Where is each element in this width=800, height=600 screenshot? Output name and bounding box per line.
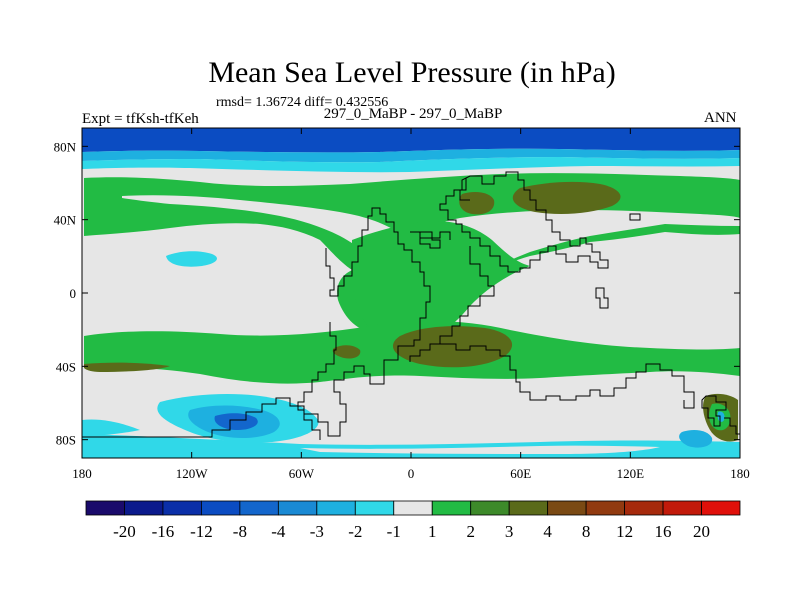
colorbar-label: 2 [466, 522, 475, 541]
field-negative-1-north [82, 157, 740, 173]
colorbar-swatch [277, 500, 318, 516]
colorbar-label: -16 [152, 522, 175, 541]
experiment-label: Expt = tfKsh-tfKeh [82, 111, 199, 127]
map-panel [81, 127, 741, 459]
colorbar-label: 12 [616, 522, 633, 541]
coastline-north-europe [410, 231, 451, 240]
field-positive-2-europe [459, 192, 495, 215]
colorbar-label: 20 [693, 522, 710, 541]
lon-tick-label: 180 [730, 466, 750, 481]
colorbar-label: -1 [387, 522, 401, 541]
colorbar-label: -8 [233, 522, 247, 541]
field-negative-1-west-antarctica [82, 419, 140, 436]
field-positive-2-south-america [332, 345, 361, 359]
field-positive-1-central [352, 220, 530, 343]
colorbar-label: 4 [543, 522, 552, 541]
colorbar-swatch [124, 500, 164, 516]
colorbar-swatch [470, 500, 510, 516]
colorbar-swatch [162, 500, 202, 516]
field-positive-2-asia [512, 181, 621, 214]
colorbar-swatch [585, 500, 625, 516]
lat-tick-label: 80S [56, 433, 76, 448]
stats-label: rmsd= 1.36724 diff= 0.432556 [216, 95, 389, 110]
field-neutral-antarctica [300, 445, 660, 454]
lon-tick-label: 60E [510, 466, 531, 481]
colorbar-swatch [239, 500, 279, 516]
coastline-africa-eurasia [439, 171, 609, 273]
colorbar-label: -2 [348, 522, 362, 541]
coastline-south-africa [440, 343, 695, 409]
comparison-label: 297_0_MaBP - 297_0_MaBP [323, 106, 503, 122]
lon-tick-label: 180 [72, 466, 92, 481]
coastline-new-zealand [724, 417, 740, 435]
colorbar-swatch [393, 500, 433, 516]
lon-tick-label: 0 [408, 466, 415, 481]
field-positive-2-south-africa [392, 326, 513, 368]
colorbar-label: 1 [428, 522, 437, 541]
colorbar-label: 8 [582, 522, 591, 541]
colorbar: -20 -16 -12 -8 -4 -3 -2 -1 1 2 3 4 8 12 16 20 [85, 500, 741, 541]
coastline-australia [701, 395, 727, 427]
colorbar-swatch [662, 500, 702, 516]
colorbar-label: 16 [655, 522, 672, 541]
field-negative-2-ross [679, 430, 713, 448]
coastline-south-america [297, 322, 337, 440]
lat-tick-label: 0 [70, 286, 77, 301]
season-label: ANN [704, 110, 737, 126]
field-positive-2-pacific [84, 362, 170, 372]
coastlines [82, 171, 740, 440]
lat-tick-label: 40N [54, 213, 77, 228]
map-axes: 180 120W 60W 0 60E 120E 180 80N 40N 0 40S 80S [54, 128, 750, 481]
colorbar-label: -12 [190, 522, 213, 541]
colorbar-swatch [624, 500, 664, 516]
lat-tick-label: 80N [54, 139, 77, 154]
field-negative-1-north-pacific [166, 251, 217, 267]
colorbar-swatch [201, 500, 241, 516]
field-negative-3-north [82, 128, 740, 153]
colorbar-label: -3 [310, 522, 324, 541]
colorbar-swatch [508, 500, 549, 516]
field-negative-3-south-pacific [214, 413, 258, 430]
colorbar-swatch [431, 500, 472, 516]
colorbar-label: -4 [271, 522, 286, 541]
colorbar-swatch [354, 500, 395, 516]
lat-tick-label: 40S [56, 359, 76, 374]
coastline-asia-north [459, 178, 470, 201]
coastline-indonesia [595, 287, 609, 309]
colorbar-label: 3 [505, 522, 514, 541]
colorbar-swatch [316, 500, 356, 516]
coastline-east-asia [629, 213, 641, 221]
plot-title: Mean Sea Level Pressure (in hPa) [208, 56, 616, 89]
colorbar-swatch [547, 500, 587, 516]
lon-tick-label: 60W [289, 466, 315, 481]
coastline-arabia-africa [409, 231, 495, 362]
field-neutral-atlantic [122, 195, 740, 272]
lon-tick-label: 120E [617, 466, 645, 481]
field-negative-2-new-zealand [717, 411, 725, 422]
lon-tick-label: 120W [176, 466, 209, 481]
colorbar-label: -20 [113, 522, 136, 541]
colorbar-swatch [701, 500, 741, 516]
colorbar-swatch [85, 500, 125, 516]
field-negative-2-north [82, 148, 740, 163]
